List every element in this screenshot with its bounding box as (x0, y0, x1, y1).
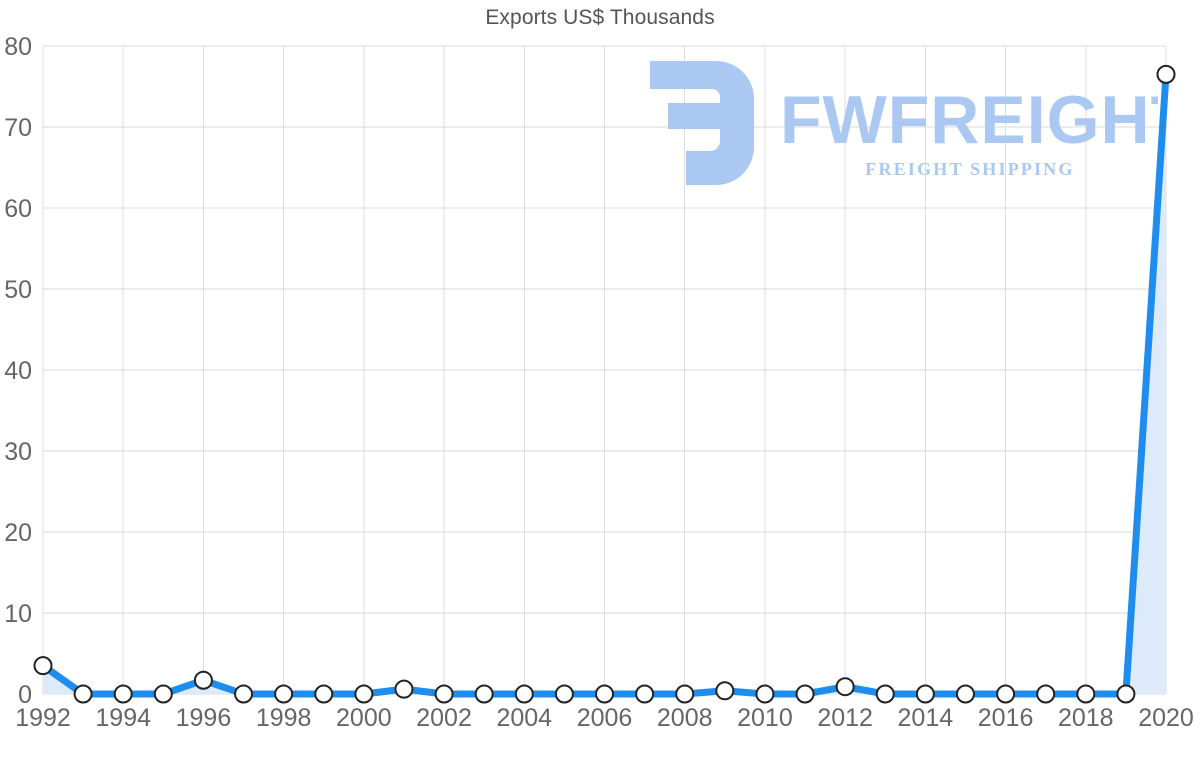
svg-text:50: 50 (4, 276, 32, 304)
svg-text:2010: 2010 (737, 704, 793, 732)
svg-text:1998: 1998 (256, 704, 312, 732)
svg-text:2018: 2018 (1058, 704, 1114, 732)
svg-text:2012: 2012 (817, 704, 873, 732)
svg-text:2014: 2014 (898, 704, 954, 732)
svg-text:40: 40 (4, 357, 32, 385)
svg-text:20: 20 (4, 519, 32, 547)
svg-text:2004: 2004 (496, 704, 552, 732)
svg-text:0: 0 (18, 681, 32, 709)
svg-text:1994: 1994 (95, 704, 151, 732)
y-axis-tick-labels: 0 10 20 30 40 50 60 70 80 (4, 33, 32, 709)
svg-text:10: 10 (4, 600, 32, 628)
svg-text:60: 60 (4, 195, 32, 223)
svg-text:2000: 2000 (336, 704, 392, 732)
vertical-gridlines (42, 46, 1167, 694)
data-point-markers (33, 64, 1176, 704)
svg-text:2008: 2008 (657, 704, 713, 732)
svg-text:70: 70 (4, 114, 32, 142)
svg-text:1992: 1992 (15, 704, 71, 732)
svg-text:2020: 2020 (1138, 704, 1194, 732)
svg-text:2016: 2016 (978, 704, 1034, 732)
chart-title: Exports US$ Thousands (485, 6, 715, 29)
svg-text:80: 80 (4, 33, 32, 61)
svg-text:2006: 2006 (577, 704, 633, 732)
svg-text:30: 30 (4, 438, 32, 466)
x-axis-tick-labels: 1992 1994 1996 1998 2000 2002 2004 2006 2008 2010… (15, 704, 1194, 732)
svg-text:2002: 2002 (416, 704, 472, 732)
svg-text:1996: 1996 (176, 704, 232, 732)
